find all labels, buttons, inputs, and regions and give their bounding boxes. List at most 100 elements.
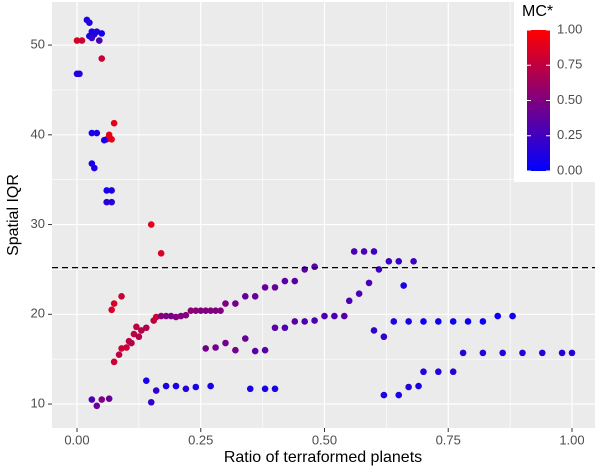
point [86,19,93,26]
point [281,277,289,285]
point [370,248,378,255]
point [449,368,457,376]
point [370,327,378,334]
point [167,312,175,320]
point [435,318,442,325]
point [197,307,205,315]
point [105,395,113,402]
point [115,351,123,358]
point [103,198,110,206]
point [261,385,269,393]
point [162,382,170,390]
colorbar [527,30,550,171]
point [172,313,180,321]
point [261,284,269,291]
point [395,258,403,265]
point [355,290,363,297]
point [212,307,219,315]
point [138,327,145,334]
point [110,119,118,127]
point [331,312,338,320]
point [479,318,487,325]
point [519,349,526,357]
y-tick-label: 10 [31,395,45,410]
point [261,346,269,354]
point [187,307,195,315]
point [420,368,427,376]
point [177,312,185,320]
point [385,258,393,265]
point [222,300,229,307]
colorbar-label: 0.25 [557,127,582,142]
point [251,293,259,300]
point [360,248,368,255]
x-axis-title: Ratio of terraformed planets [224,449,422,466]
point [405,383,412,391]
point [217,307,224,315]
point [479,349,487,357]
point [251,347,259,355]
point [281,324,289,332]
colorbar-label: 0.00 [557,162,582,177]
point [271,385,279,393]
point [568,349,576,357]
point [222,339,229,347]
point [207,307,214,315]
point [93,402,101,410]
point [108,187,115,194]
point [232,346,239,354]
point [108,306,115,314]
point [157,249,165,257]
point [241,335,249,342]
point [128,339,135,347]
point [98,396,106,403]
point [311,263,318,271]
point [291,277,299,285]
y-tick-label: 50 [31,37,45,52]
point [147,221,155,228]
point [212,344,219,351]
point [415,382,422,390]
point [365,279,373,287]
point [152,313,160,321]
point [152,387,160,394]
point [98,30,106,37]
point [192,307,200,315]
point [207,382,214,390]
point [118,345,125,352]
point [73,37,81,44]
legend-box [514,0,598,182]
colorbar-label: 0.75 [557,57,582,72]
point [98,55,106,62]
point [93,28,101,35]
point [88,396,96,403]
point [76,70,83,78]
point [147,398,155,406]
point [95,37,103,44]
legend-title: MC* [522,3,553,20]
point [435,368,442,376]
x-tick-label: 1.00 [559,432,584,447]
point [100,136,108,144]
point [157,312,165,320]
colorbar-label: 0.50 [557,92,582,107]
point [91,164,98,172]
point [142,324,150,332]
point [558,349,566,357]
point [509,312,516,320]
point [345,297,353,305]
point [449,318,457,325]
point [380,391,388,399]
point [380,333,388,341]
point [494,312,502,320]
point [395,391,403,399]
point [93,129,101,137]
plot-panel [52,2,595,428]
point [301,318,308,325]
point [464,318,472,325]
point [182,311,190,319]
point [340,312,348,320]
point [172,382,180,390]
point [78,37,86,44]
point [321,312,328,320]
